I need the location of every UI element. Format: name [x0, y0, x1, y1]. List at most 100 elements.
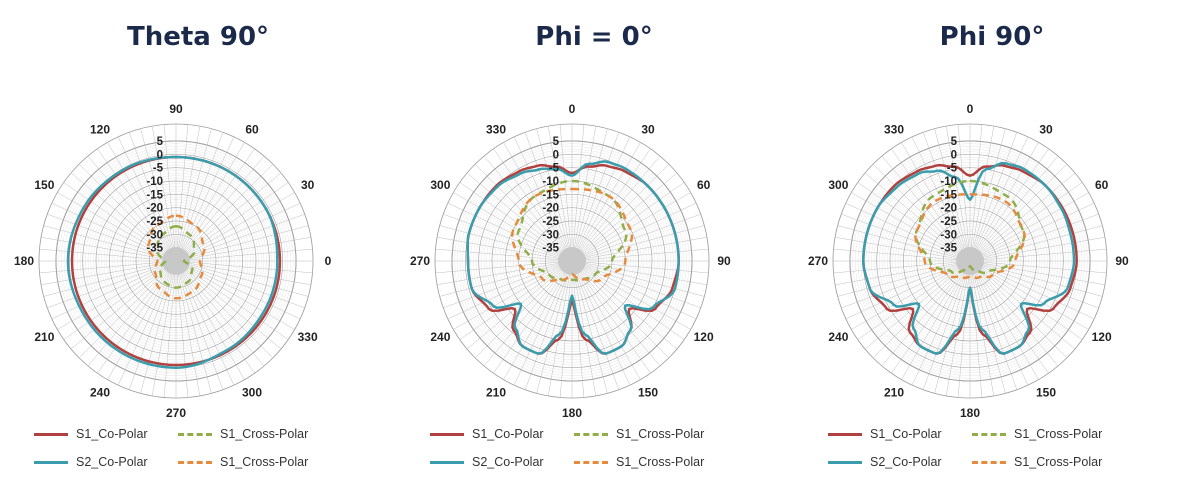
spoke [180, 182, 289, 258]
spoke [437, 236, 567, 261]
radial-tick-label: -25 [146, 216, 163, 228]
legend-item: S1_Cross-Polar [574, 424, 704, 444]
spoke [176, 124, 189, 256]
minor-gridline [90, 175, 262, 347]
legend-item: S1_Co-Polar [430, 424, 544, 444]
spoke [972, 266, 1029, 386]
minor-gridline [481, 170, 663, 352]
minor-gridline [879, 170, 1061, 352]
spoke [972, 142, 1039, 256]
legend-item: S2_Co-Polar [34, 452, 148, 472]
spoke [181, 248, 313, 261]
radial-tick-label: -20 [542, 203, 559, 215]
minor-gridline [489, 178, 655, 344]
spoke [974, 264, 1076, 350]
spoke [151, 126, 176, 256]
legend-item: S1_Cross-Polar [972, 452, 1102, 472]
minor-gridline [526, 215, 618, 307]
spoke [466, 264, 568, 350]
spoke [435, 248, 567, 261]
radial-tick-label: -25 [542, 216, 559, 228]
spoke [922, 132, 969, 256]
minor-gridline [911, 202, 1029, 320]
spoke [176, 266, 201, 396]
minor-gridline [159, 244, 193, 278]
radial-tick-label: 5 [157, 136, 164, 148]
polar-chart-phi-0: Phi = 0° 5 0 -5 -10 -15 -20 -25 -30 -35 0 30 60 90 12… [396, 0, 792, 491]
angle-tick-label: 330 [884, 122, 904, 136]
spoke [970, 124, 983, 256]
spoke [483, 265, 569, 367]
minor-gridline [515, 204, 629, 318]
minor-gridline [85, 170, 267, 352]
spoke [573, 266, 608, 394]
angle-tick-label: 210 [884, 386, 904, 400]
angle-tick-label: 210 [486, 386, 506, 400]
radial-tick-label: -10 [940, 176, 957, 188]
spoke [140, 266, 175, 394]
spoke [974, 182, 1083, 258]
minor-gridline [133, 218, 219, 304]
spoke [575, 265, 651, 374]
spoke [845, 202, 965, 259]
radial-tick-label: -15 [542, 189, 559, 201]
major-gridline [876, 167, 1064, 355]
angle-tick-label: 330 [486, 122, 506, 136]
series-line [914, 193, 1026, 280]
spoke [453, 192, 567, 259]
major-gridline [122, 207, 230, 315]
spoke [574, 136, 631, 256]
polar-plot: 50-5-10-15-20-25-30-35906030033030027024… [14, 102, 332, 420]
spoke [835, 261, 965, 286]
radial-tick-label: -10 [146, 176, 163, 188]
minor-gridline [935, 226, 1005, 296]
spoke [178, 142, 245, 256]
spoke [577, 225, 705, 260]
angle-tick-label: 150 [34, 178, 54, 192]
spoke [43, 225, 171, 260]
angle-tick-label: 300 [242, 386, 262, 400]
spoke [975, 263, 1095, 320]
spoke [973, 265, 1049, 374]
legend-swatch [34, 432, 68, 436]
spoke [447, 263, 567, 320]
spoke [181, 261, 311, 286]
minor-gridline [502, 191, 642, 331]
major-gridline [544, 233, 600, 289]
spoke [911, 136, 968, 256]
legend-swatch [178, 432, 212, 436]
radial-tick-label: -5 [947, 163, 958, 175]
series-line [510, 187, 634, 283]
spoke [841, 213, 965, 260]
legend-swatch [430, 460, 464, 464]
minor-gridline [542, 231, 602, 291]
spoke [439, 262, 567, 297]
spoke [180, 163, 274, 257]
minor-gridline [921, 212, 1019, 310]
spoke [176, 126, 201, 256]
spoke [57, 192, 171, 259]
minor-gridline [98, 183, 254, 339]
spoke [536, 266, 571, 394]
angle-tick-label: 270 [166, 406, 186, 420]
spoke [178, 136, 235, 256]
chart-title: Phi 90° [939, 22, 1045, 52]
angle-tick-label: 240 [430, 330, 450, 344]
angle-tick-label: 90 [169, 102, 183, 116]
spoke [78, 163, 172, 257]
spoke [180, 172, 282, 258]
minor-gridline [79, 164, 273, 358]
spoke [47, 262, 171, 309]
spoke [181, 213, 305, 260]
radial-tick-label: 0 [157, 149, 163, 161]
angle-tick-label: 240 [828, 330, 848, 344]
angle-tick-label: 0 [569, 102, 576, 116]
minor-gridline [913, 204, 1027, 318]
minor-gridline [494, 183, 650, 339]
spoke [577, 262, 705, 297]
minor-gridline [951, 242, 989, 280]
angle-tick-label: 30 [301, 178, 315, 192]
radial-tick-label: -30 [940, 229, 957, 241]
radial-tick-label: -15 [146, 189, 163, 201]
spoke [181, 202, 301, 259]
